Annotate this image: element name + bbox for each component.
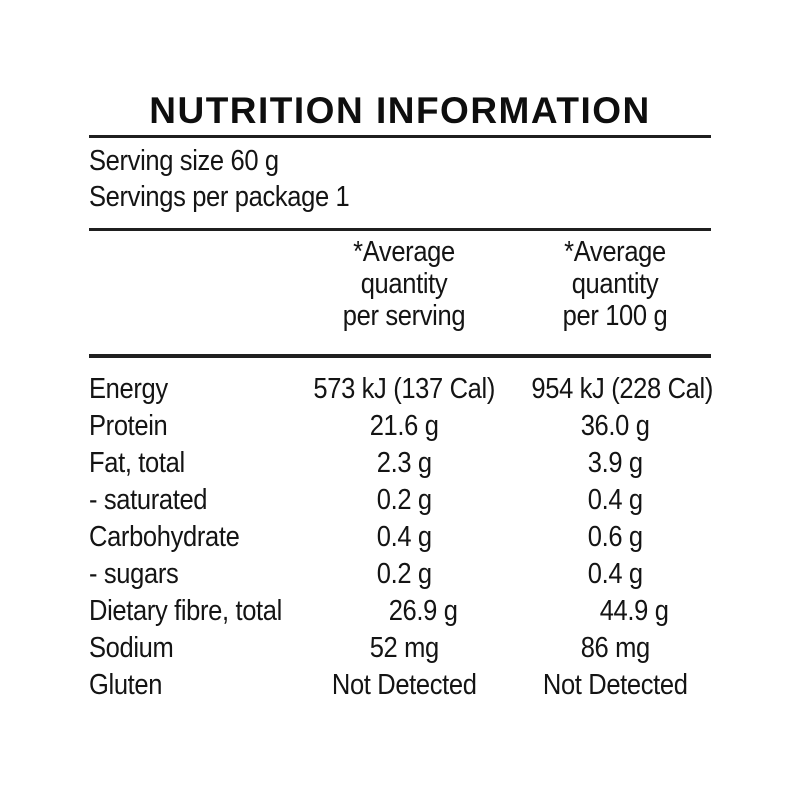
value-per-serving: 573 kJ (137 Cal) xyxy=(289,371,519,408)
nutrition-panel: NUTRITION INFORMATION Serving size 60 g … xyxy=(89,86,713,704)
value-per-100g-text: 954 kJ (228 Cal) xyxy=(531,373,713,405)
table-row: Energy 573 kJ (137 Cal) 954 kJ (228 Cal) xyxy=(89,371,713,408)
row-label-text: - saturated xyxy=(89,484,208,516)
row-label: Dietary fibre, total xyxy=(89,593,308,630)
value-per-100g: 36.0 g xyxy=(519,408,711,445)
header-line: quantity xyxy=(360,268,448,300)
value-per-serving: Not Detected xyxy=(289,667,519,704)
value-per-serving-text: 0.2 g xyxy=(376,484,432,516)
value-per-100g: 86 mg xyxy=(519,630,711,667)
value-per-serving: 0.2 g xyxy=(289,556,519,593)
header-line: quantity xyxy=(571,268,659,300)
serving-info: Serving size 60 g Servings per package 1 xyxy=(89,143,711,215)
row-label: Sodium xyxy=(89,630,289,667)
column-header-per-100g: *Average quantity per 100 g xyxy=(531,236,700,332)
value-per-serving: 52 mg xyxy=(289,630,519,667)
divider-under-headers xyxy=(89,354,711,358)
panel-title: NUTRITION INFORMATION xyxy=(149,90,651,131)
value-per-serving-text: 26.9 g xyxy=(388,595,458,627)
divider-under-serving-info xyxy=(89,228,711,231)
nutrient-table-body: Energy 573 kJ (137 Cal) 954 kJ (228 Cal) Pr… xyxy=(89,371,713,704)
value-per-serving: 0.2 g xyxy=(289,482,519,519)
row-label: Carbohydrate xyxy=(89,519,289,556)
value-per-serving: 0.4 g xyxy=(289,519,519,556)
row-label-text: Sodium xyxy=(89,632,174,664)
divider-under-title xyxy=(89,135,711,138)
table-row: - sugars 0.2 g 0.4 g xyxy=(89,556,711,593)
table-row: Carbohydrate 0.4 g 0.6 g xyxy=(89,519,711,556)
value-per-serving-text: 573 kJ (137 Cal) xyxy=(313,373,495,405)
row-label-text: Dietary fibre, total xyxy=(89,595,282,627)
value-per-100g-text: 3.9 g xyxy=(587,447,643,479)
value-per-100g-text: Not Detected xyxy=(542,669,688,701)
value-per-serving-text: 2.3 g xyxy=(376,447,432,479)
row-label: Protein xyxy=(89,408,289,445)
header-spacer-cell xyxy=(89,236,289,332)
value-per-100g-text: 0.6 g xyxy=(587,521,643,553)
serving-size-text: Serving size 60 g xyxy=(89,145,279,177)
row-label: Fat, total xyxy=(89,445,289,482)
value-per-100g-text: 86 mg xyxy=(580,632,650,664)
header-line: *Average xyxy=(353,236,455,268)
row-label-text: Gluten xyxy=(89,669,163,701)
value-per-100g: 0.4 g xyxy=(519,556,711,593)
value-per-100g-text: 0.4 g xyxy=(587,484,643,516)
table-row: Sodium 52 mg 86 mg xyxy=(89,630,711,667)
value-per-serving-text: 52 mg xyxy=(369,632,439,664)
value-per-100g-text: 44.9 g xyxy=(599,595,669,627)
row-label-text: Energy xyxy=(89,373,168,405)
row-label: Gluten xyxy=(89,667,289,704)
header-line: per serving xyxy=(342,300,466,332)
value-per-serving: 2.3 g xyxy=(289,445,519,482)
column-header-row: *Average quantity per serving *Average q… xyxy=(89,236,711,332)
value-per-100g: 44.9 g xyxy=(538,593,730,630)
row-label: Energy xyxy=(89,371,289,408)
value-per-100g: 3.9 g xyxy=(519,445,711,482)
row-label: - sugars xyxy=(89,556,289,593)
header-line: per 100 g xyxy=(562,300,668,332)
value-per-serving: 21.6 g xyxy=(289,408,519,445)
value-per-100g: 0.6 g xyxy=(519,519,711,556)
row-label-text: Carbohydrate xyxy=(89,521,240,553)
value-per-serving: 26.9 g xyxy=(308,593,538,630)
table-row: Protein 21.6 g 36.0 g xyxy=(89,408,711,445)
value-per-serving-text: 0.4 g xyxy=(376,521,432,553)
value-per-100g: 0.4 g xyxy=(519,482,711,519)
value-per-serving-text: Not Detected xyxy=(331,669,477,701)
table-row: Fat, total 2.3 g 3.9 g xyxy=(89,445,711,482)
row-label: - saturated xyxy=(89,482,289,519)
value-per-100g-text: 36.0 g xyxy=(580,410,650,442)
value-per-100g-text: 0.4 g xyxy=(587,558,643,590)
value-per-100g: 954 kJ (228 Cal) xyxy=(519,371,725,408)
servings-per-package-text: Servings per package 1 xyxy=(89,181,350,213)
value-per-100g: Not Detected xyxy=(519,667,711,704)
header-line: *Average xyxy=(564,236,666,268)
row-label-text: - sugars xyxy=(89,558,179,590)
value-per-serving-text: 21.6 g xyxy=(369,410,439,442)
table-row: - saturated 0.2 g 0.4 g xyxy=(89,482,711,519)
column-header-per-serving: *Average quantity per serving xyxy=(303,236,505,332)
row-label-text: Protein xyxy=(89,410,168,442)
row-label-text: Fat, total xyxy=(89,447,185,479)
table-row: Gluten Not Detected Not Detected xyxy=(89,667,711,704)
table-row: Dietary fibre, total 26.9 g 44.9 g xyxy=(89,593,711,630)
value-per-serving-text: 0.2 g xyxy=(376,558,432,590)
